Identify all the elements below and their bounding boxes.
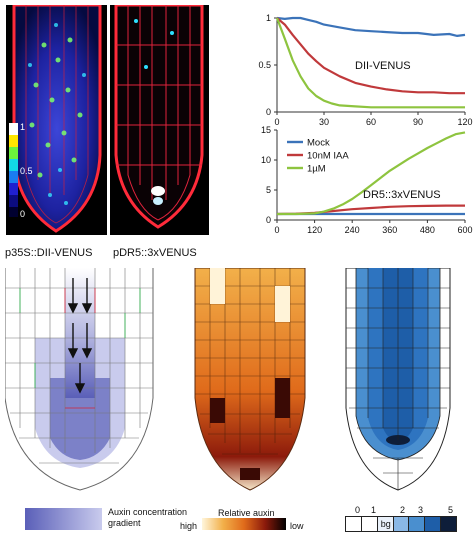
chart-1-y-tick-label: 10 <box>261 155 271 165</box>
legend-blue-label: Auxin concentration gradient <box>108 507 188 528</box>
colorbar-tick-0-5: 0.5 <box>20 166 33 176</box>
chart-0-y-tick-label: 0 <box>266 107 271 117</box>
chart-0-y-tick-label: 1 <box>266 13 271 23</box>
scale-tick-1: 1 <box>371 505 377 515</box>
chart-1-series-1-m <box>277 131 466 216</box>
legend-heat-swatch <box>202 518 286 530</box>
root-schematic-blue-cells <box>345 268 451 491</box>
scale-box-1 <box>361 517 378 531</box>
chart-0-y-tick-label: 0.5 <box>258 60 271 70</box>
label-pdr5-venus: pDR5::3xVENUS <box>113 247 197 259</box>
chart-1-x-tick-label: 600 <box>457 225 472 235</box>
micrograph-dii-venus: 1 0.5 0 <box>6 5 107 235</box>
chart-1-x-tick-label: 240 <box>345 225 360 235</box>
label-p35s-dii-venus: p35S::DII-VENUS <box>5 247 93 259</box>
annotation-dii-venus: DII-VENUS <box>355 60 411 72</box>
root-schematic-blue-gradient <box>5 268 154 491</box>
legend-heat-title: Relative auxin <box>218 508 275 518</box>
chart-0-x-tick-label: 0 <box>274 117 279 127</box>
scale-bg-label: bg <box>380 519 391 529</box>
chart-1-x-tick-label: 360 <box>382 225 397 235</box>
chart-0-x-tick-label: 120 <box>457 117 472 127</box>
scale-box-5 <box>441 517 457 531</box>
scale-box-3 <box>409 517 426 531</box>
legend-heat-low: low <box>290 521 304 531</box>
scale-tick-3: 3 <box>418 505 424 515</box>
chart-1-x-tick-label: 480 <box>420 225 435 235</box>
legend-scale: bg <box>345 516 457 532</box>
legend-label-2: 1µM <box>307 164 326 175</box>
chart-0-x-tick-label: 60 <box>366 117 376 127</box>
legend-heat-high: high <box>180 521 198 531</box>
chart-1-x-tick-label: 0 <box>274 225 279 235</box>
root-schematic-heatmap <box>194 268 306 491</box>
scale-box-0 <box>346 517 362 531</box>
scale-tick-2: 2 <box>400 505 406 515</box>
chart-1-y-tick-label: 0 <box>266 215 271 225</box>
micrograph-dr5-venus <box>110 5 209 235</box>
scale-box-bg: bg <box>377 517 394 531</box>
chart-1-y-tick-label: 5 <box>266 185 271 195</box>
scale-box-4 <box>425 517 442 531</box>
root-tip-dr5 <box>114 5 204 229</box>
colorbar-tick-0: 0 <box>20 209 26 219</box>
chart-0-series-1-m <box>275 17 465 109</box>
chart-1-y-tick-label: 15 <box>261 125 271 135</box>
root-tip-dii <box>9 5 102 233</box>
scale-tick-5: 5 <box>448 505 454 515</box>
chart-1-x-tick-label: 120 <box>307 225 322 235</box>
scale-box-2 <box>393 517 410 531</box>
legend-label-1: 10nM IAA <box>307 151 349 162</box>
chart-0-series-10nm-iaa <box>276 17 465 95</box>
chart-0-x-tick-label: 30 <box>319 117 329 127</box>
chart-0-x-tick-label: 90 <box>413 117 423 127</box>
chart-0-series-mock <box>276 16 466 38</box>
legend-label-0: Mock <box>307 138 330 149</box>
legend-blue-swatch <box>25 508 102 530</box>
scale-tick-0: 0 <box>355 505 361 515</box>
colorbar-tick-1: 1 <box>20 122 26 132</box>
annotation-dr5-venus: DR5::3xVENUS <box>363 189 441 201</box>
